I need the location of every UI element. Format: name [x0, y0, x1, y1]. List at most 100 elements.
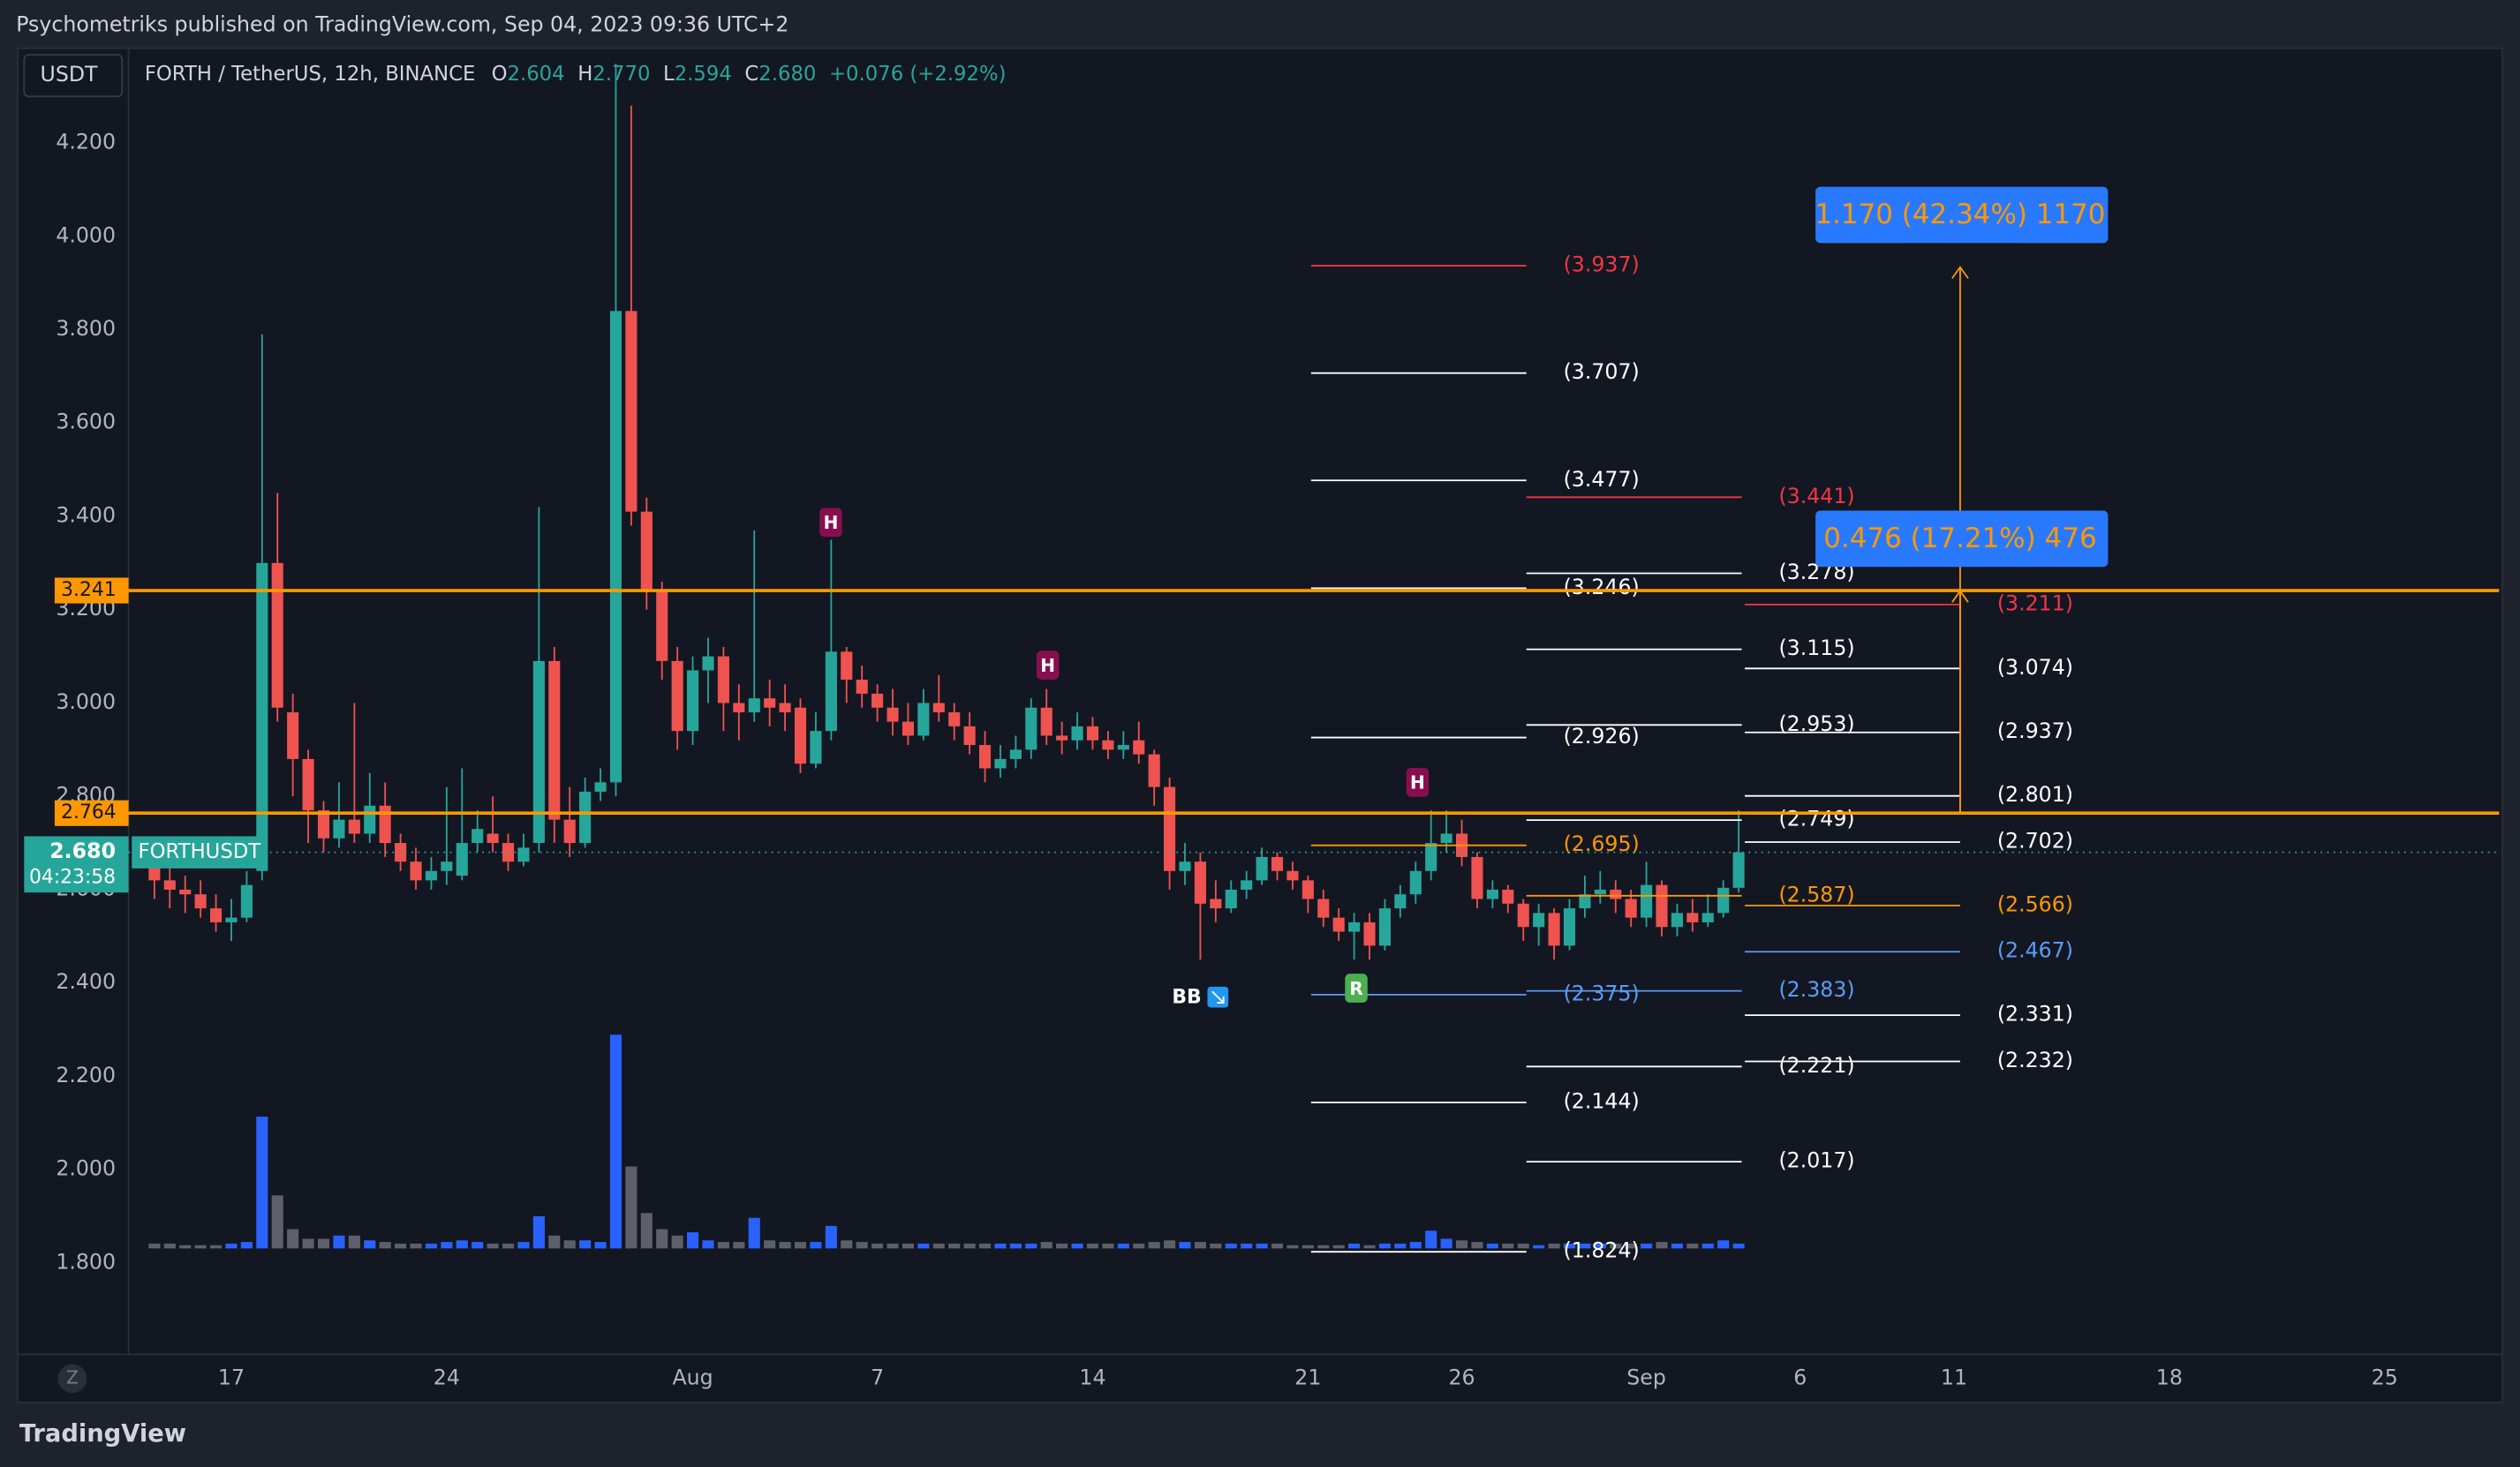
publisher: Psychometriks published on TradingView.c…: [16, 12, 788, 37]
volume-bar: [902, 1243, 914, 1249]
y-tick-label: 2.400: [56, 969, 116, 994]
candle-body: [287, 712, 299, 759]
volume-bar: [978, 1243, 992, 1249]
zoom-label: Z: [66, 1366, 79, 1388]
candle-body: [456, 843, 468, 876]
volume-bar: [410, 1243, 422, 1249]
volume-bar: [1164, 1240, 1176, 1249]
brand: TradingView: [19, 1420, 186, 1448]
volume-bar: [1332, 1245, 1345, 1249]
candle-body: [764, 698, 776, 708]
chart-area: [17, 47, 2503, 1404]
volume-bar: [1179, 1242, 1191, 1249]
volume-bar: [395, 1243, 407, 1249]
volume-bar: [1394, 1243, 1407, 1249]
zoom-button[interactable]: [57, 1364, 87, 1394]
volume-bar: [594, 1242, 607, 1249]
candle-body: [902, 721, 914, 736]
volume-bar: [1425, 1230, 1437, 1249]
volume-bar: [240, 1242, 253, 1249]
volume-bar: [1086, 1243, 1099, 1249]
volume-bar: [1210, 1243, 1222, 1249]
arrow-head: [1951, 589, 1969, 603]
fib-label: (2.566): [1997, 891, 2073, 916]
candle-body: [1317, 899, 1330, 918]
candle-body: [472, 829, 484, 844]
volume-bar: [1040, 1242, 1053, 1249]
candle-body: [1594, 889, 1606, 895]
candle-body: [1056, 735, 1068, 741]
measure-label: 1.170 (42.34%) 1170: [1815, 199, 2105, 230]
x-tick-label: 14: [1079, 1365, 1105, 1389]
volume-bar: [302, 1238, 314, 1249]
candle-body: [794, 707, 807, 764]
volume-bar: [379, 1242, 391, 1249]
volume-bar: [687, 1232, 699, 1249]
currency: USDT: [41, 62, 99, 87]
signal-arrow: [1211, 990, 1225, 1004]
marker: [1345, 974, 1368, 1003]
volume-bar: [1732, 1243, 1745, 1249]
volume-bar: [441, 1242, 453, 1249]
candle-body: [240, 884, 253, 918]
candle-body: [1625, 899, 1637, 918]
fib-label: (1.824): [1564, 1238, 1640, 1263]
candle-body: [1040, 707, 1053, 736]
volume-bar: [1594, 1243, 1606, 1249]
volume-bar: [1009, 1243, 1022, 1249]
volume-bar: [1686, 1243, 1699, 1249]
candle-body: [1440, 833, 1452, 844]
candle-body: [364, 805, 376, 834]
marker: [819, 508, 842, 538]
y-tick-label: 3.600: [56, 410, 116, 434]
candle-body: [1363, 922, 1376, 946]
candle-body: [810, 731, 822, 764]
x-tick-label: 26: [1448, 1365, 1475, 1389]
volume-bar: [748, 1217, 760, 1249]
candle-body: [640, 511, 653, 591]
volume-bar: [1641, 1243, 1653, 1249]
candle-body: [1164, 786, 1176, 871]
y-tick-label: 4.200: [56, 130, 116, 154]
marker-label: H: [824, 512, 839, 533]
volume-bar: [810, 1242, 822, 1249]
candle-body: [1348, 922, 1361, 932]
candle-body: [1641, 884, 1653, 918]
volume-bar: [163, 1243, 176, 1249]
fib-label: (3.477): [1564, 467, 1640, 492]
volume-bar: [1271, 1243, 1284, 1249]
volume-bar: [609, 1034, 622, 1249]
plot: (3.937)(3.707)(3.477)(3.246)(2.926)(2.69…: [148, 64, 2073, 1263]
candle-body: [1071, 726, 1083, 741]
fib-label: (2.375): [1564, 981, 1640, 1005]
volume-bar: [548, 1235, 561, 1249]
candle-body: [317, 810, 330, 839]
volume-bar: [671, 1235, 683, 1249]
price-tag: [54, 800, 129, 826]
symbol-label: FORTHUSDT: [139, 840, 261, 863]
volume-bar: [640, 1213, 653, 1249]
marker: [1406, 767, 1430, 797]
candle-body: [379, 805, 391, 844]
volume-bar: [1656, 1242, 1668, 1249]
volume-bar: [994, 1243, 1007, 1249]
volume-bar: [425, 1243, 437, 1249]
volume-bar: [1409, 1242, 1422, 1249]
x-tick-label: 6: [1793, 1365, 1807, 1389]
volume-bar: [1071, 1243, 1083, 1249]
arrow-head: [1951, 266, 1969, 279]
volume-bar: [825, 1225, 837, 1249]
volume-bar: [1317, 1245, 1330, 1249]
volume-bar: [256, 1117, 268, 1249]
fib-label: (2.702): [1997, 828, 2073, 853]
candle-body: [1133, 740, 1145, 755]
candle-body: [548, 660, 561, 820]
candle-body: [1378, 908, 1392, 946]
currency-button[interactable]: [23, 54, 124, 98]
fib-label: (3.115): [1778, 636, 1854, 660]
x-tick-label: 7: [871, 1365, 884, 1389]
volume-bar: [1517, 1243, 1529, 1249]
volume-bar: [841, 1240, 853, 1249]
last-price-label: 2.680: [49, 839, 116, 863]
